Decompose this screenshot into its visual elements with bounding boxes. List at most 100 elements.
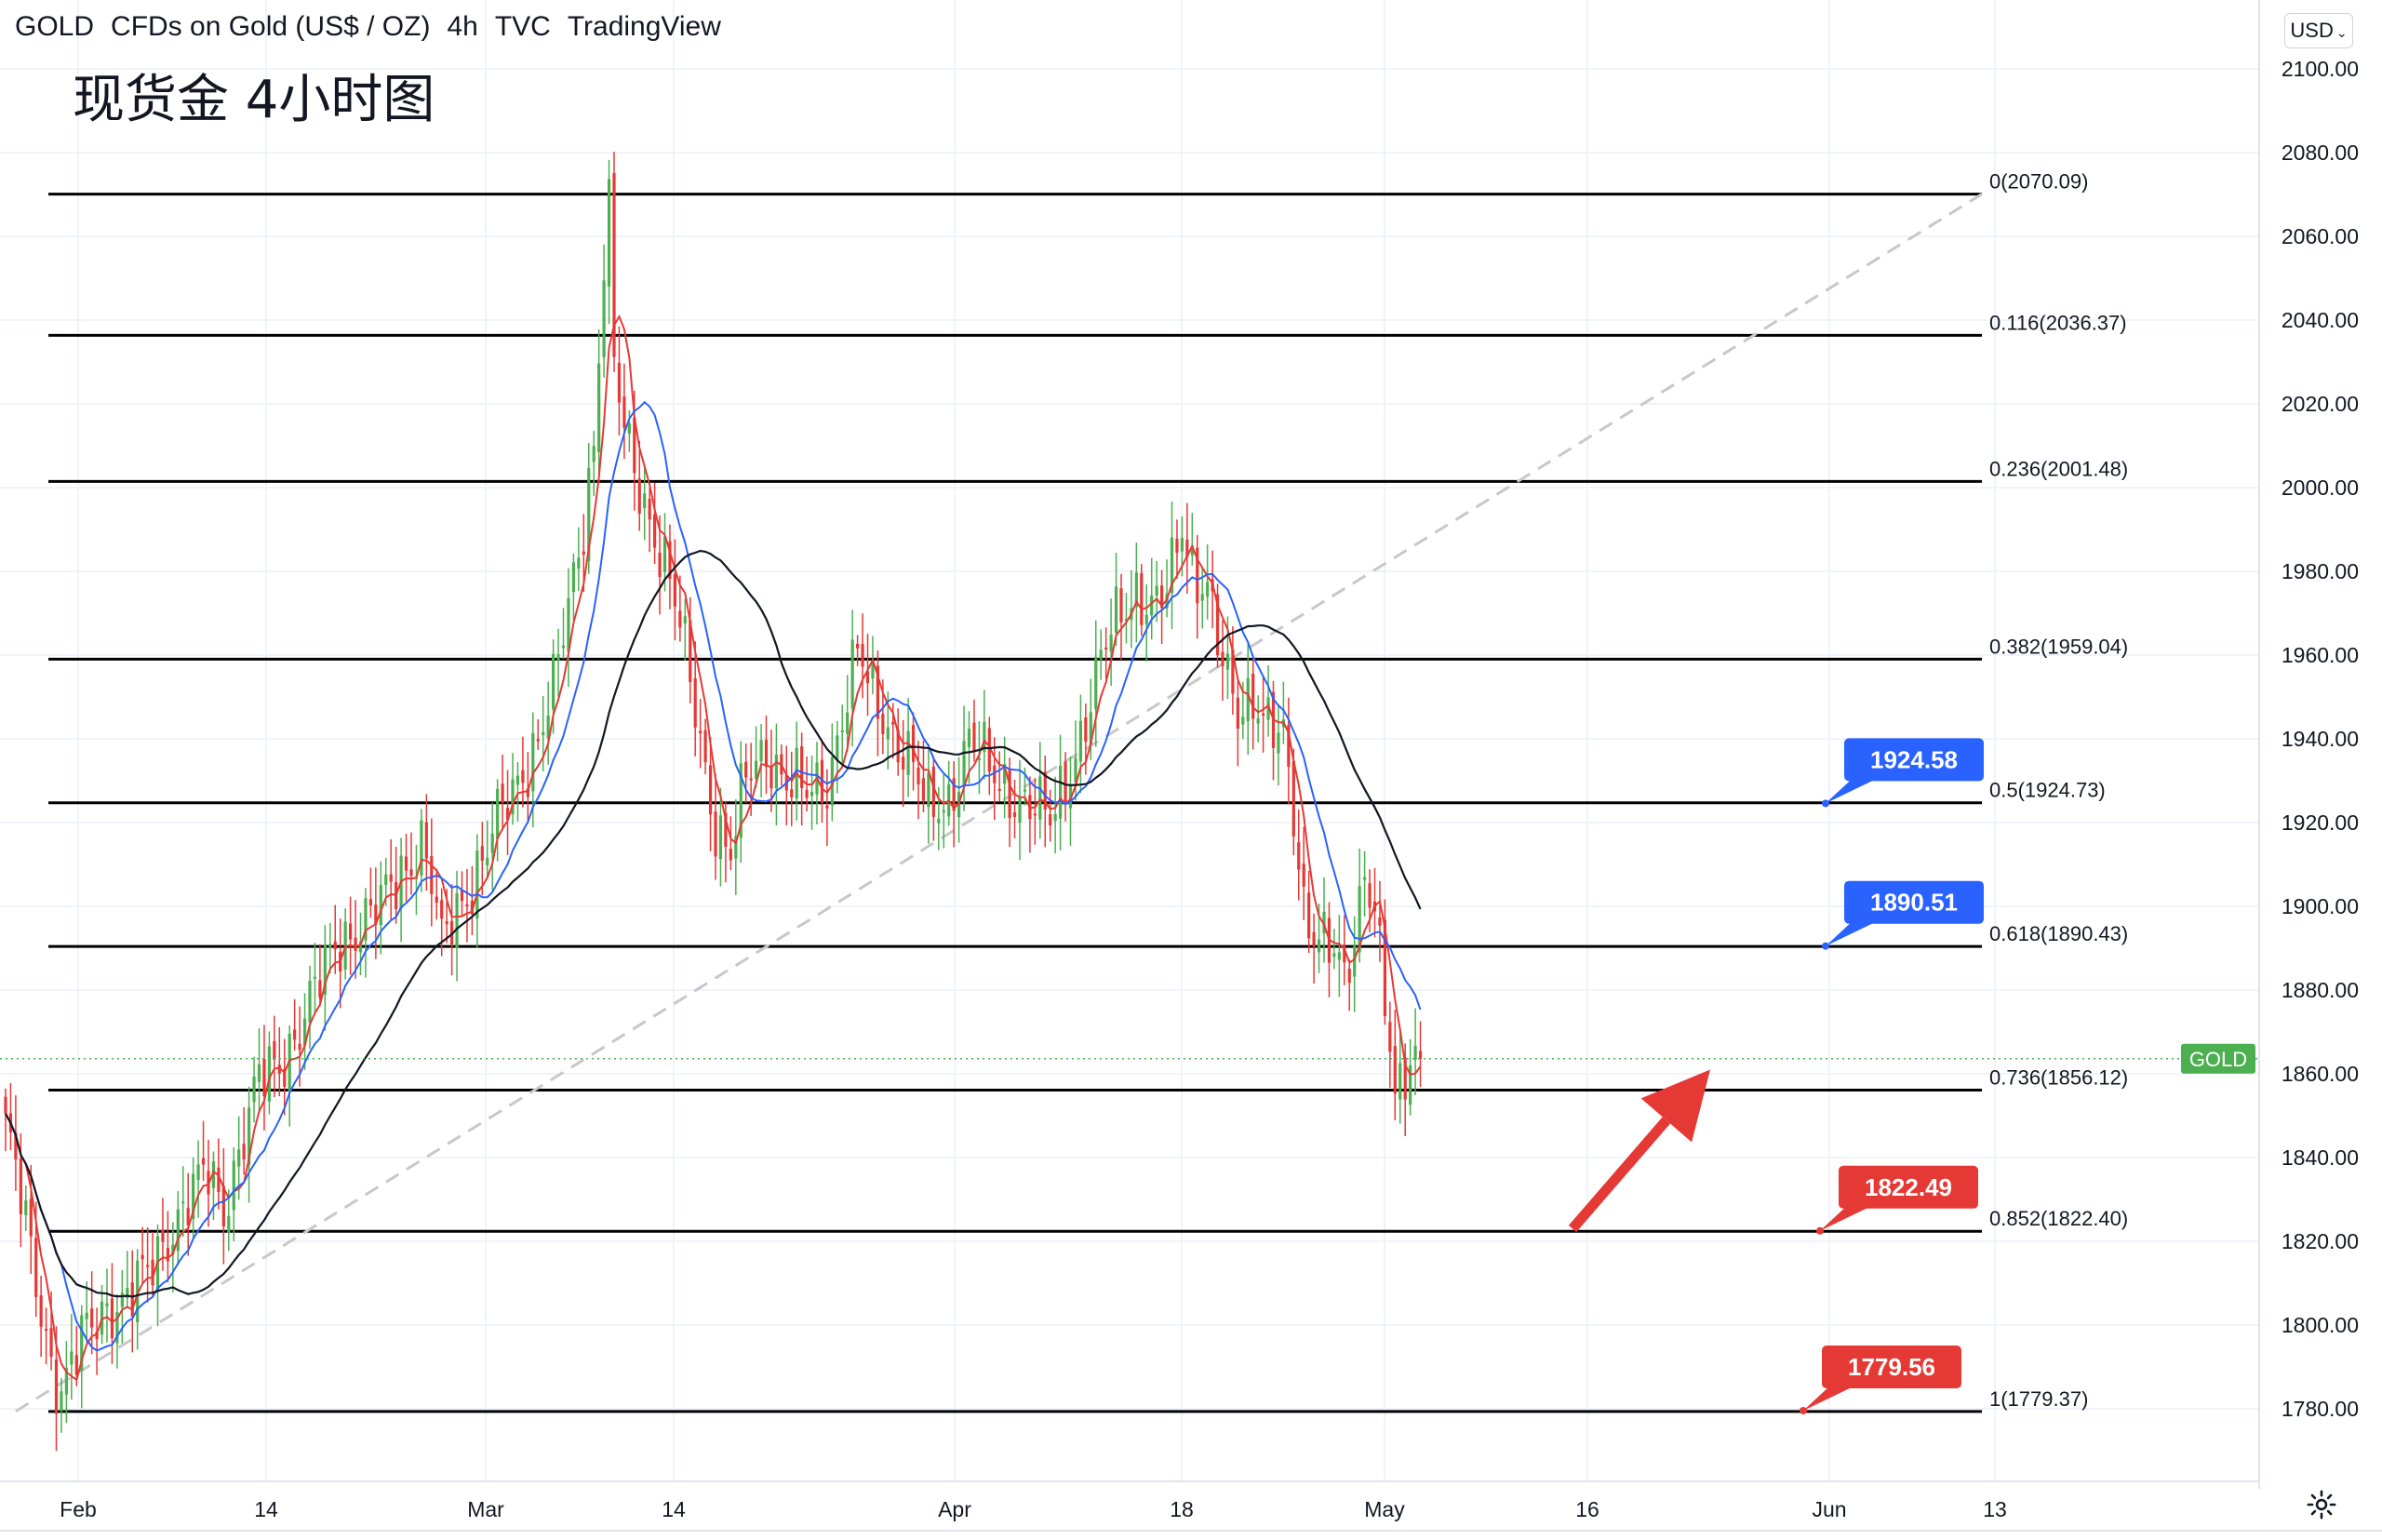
fib-level-label: 0.116(2036.37)	[1989, 311, 2127, 334]
price-note-badge[interactable]	[1839, 1165, 1978, 1209]
candle-body	[302, 1018, 307, 1046]
candle-body	[987, 728, 991, 772]
candle-body	[54, 1359, 59, 1414]
candle-body	[1418, 1051, 1423, 1059]
candle-body	[1078, 720, 1082, 762]
candle-body	[983, 721, 986, 753]
candle-body	[891, 721, 895, 725]
candle-body	[856, 643, 860, 649]
price-axis[interactable]: 2100.00 2080.00 2060.00 2040.00 2020.00 2000.…	[2258, 0, 2382, 1535]
y-tick-label: 1800.00	[2282, 1313, 2359, 1337]
price-badges: 1924.58 1890.51 1822.49 1779.56	[1800, 738, 1984, 1414]
candle-body	[714, 811, 717, 857]
candle-body	[1225, 653, 1230, 670]
candle-body	[1043, 771, 1047, 810]
candle-body	[435, 896, 438, 904]
candle-body	[4, 1096, 7, 1114]
candle-body	[126, 1288, 129, 1298]
candle-body	[232, 1160, 235, 1211]
candle-body	[450, 920, 454, 945]
candle-body	[678, 610, 682, 628]
candle-body	[1170, 537, 1174, 594]
candle-body	[49, 1328, 53, 1358]
candle-body	[1124, 618, 1129, 622]
candle-body	[283, 1068, 287, 1087]
interval-label[interactable]: 4h	[447, 11, 478, 42]
y-tick-label: 2060.00	[2282, 224, 2359, 248]
candle-body	[242, 1144, 246, 1159]
candle-body	[521, 770, 525, 783]
candle-body	[708, 765, 713, 815]
y-tick-label: 1860.00	[2282, 1062, 2359, 1086]
x-tick-label: 13	[1983, 1497, 2007, 1521]
candle-body	[1109, 635, 1113, 652]
candle-body	[227, 1215, 231, 1233]
candle-body	[876, 665, 879, 719]
candle-body	[865, 671, 870, 684]
candle-body	[531, 732, 535, 792]
symbol-label[interactable]: GOLD	[15, 11, 95, 42]
candle-body	[1251, 674, 1255, 719]
candle-body	[460, 890, 464, 902]
candle-body	[110, 1298, 114, 1339]
price-note-text: 1924.58	[1870, 745, 1958, 773]
moving-average-line	[5, 400, 1422, 1352]
candle-body	[1236, 697, 1239, 730]
candle-body	[739, 763, 743, 838]
candle-body	[1099, 649, 1103, 660]
candle-body	[424, 822, 428, 859]
candle-body	[1206, 582, 1210, 597]
fib-level-label: 0.5(1924.73)	[1989, 779, 2106, 802]
gear-icon[interactable]	[2306, 1489, 2337, 1520]
candle-body	[627, 422, 631, 434]
candle-body	[902, 757, 905, 770]
candle-body	[115, 1312, 119, 1344]
candle-body	[1049, 814, 1052, 826]
candle-body	[1398, 1063, 1402, 1100]
candle-body	[749, 778, 753, 781]
candle-body	[217, 1167, 221, 1193]
time-axis[interactable]: Feb 14 Mar 14 Apr 18 May 16 Jun 13	[0, 1480, 2382, 1532]
y-tick-label: 1980.00	[2282, 559, 2359, 583]
price-note-badge[interactable]	[1844, 880, 1984, 924]
candle-body	[511, 779, 515, 815]
candle-body	[1343, 945, 1346, 963]
candle-body	[1018, 797, 1022, 824]
candle-body	[455, 892, 459, 948]
currency-dropdown[interactable]: USD ⌄	[2284, 13, 2353, 48]
candle-body	[805, 789, 809, 798]
candle-body	[567, 597, 570, 652]
y-tick-label: 1960.00	[2282, 643, 2359, 667]
candle-body	[505, 808, 510, 820]
candle-body	[379, 885, 382, 926]
candle-body	[693, 678, 697, 728]
candle-body	[1144, 614, 1148, 625]
price-note-anchor	[1816, 1226, 1824, 1235]
candle-body	[729, 849, 732, 861]
chart-subtitle: 现货金 4小时图	[73, 70, 435, 130]
candle-body	[689, 620, 692, 682]
candle-body	[658, 552, 662, 577]
y-tick-label: 2000.00	[2282, 475, 2359, 500]
candle-body	[1347, 969, 1351, 984]
candle-body	[1332, 953, 1336, 957]
price-note-badge[interactable]	[1844, 738, 1984, 782]
fib-level-label: 0.736(1856.12)	[1989, 1065, 2128, 1089]
price-note-pointer	[1826, 779, 1876, 804]
candle-body	[931, 766, 935, 818]
candle-body	[1383, 919, 1386, 1016]
x-tick-label: 14	[254, 1497, 278, 1521]
candle-body	[977, 757, 981, 760]
candle-body	[846, 712, 850, 734]
candle-body	[546, 715, 550, 739]
candle-body	[166, 1248, 169, 1262]
candle-body	[262, 1059, 266, 1097]
candle-body	[80, 1315, 84, 1372]
price-note-badge[interactable]	[1822, 1345, 1961, 1388]
candle-body	[724, 812, 728, 847]
up-arrow-annotation	[1568, 1069, 1710, 1233]
candle-body	[1256, 718, 1260, 724]
candle-body	[308, 981, 312, 1023]
